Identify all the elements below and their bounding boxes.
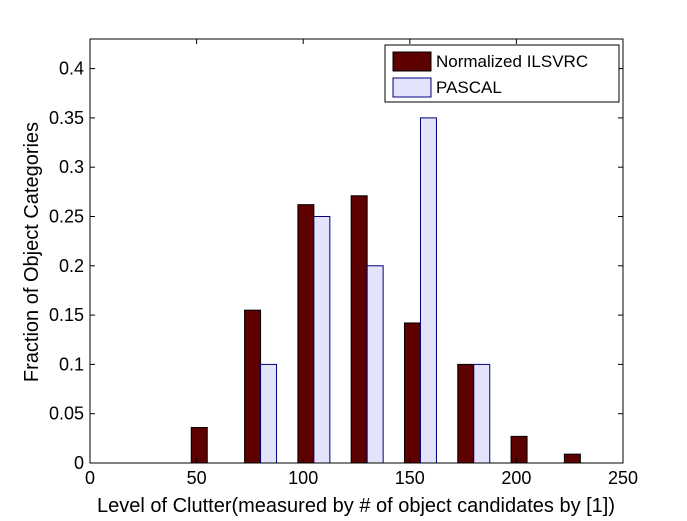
x-tick-label: 150 [395, 468, 425, 488]
x-tick-label: 100 [288, 468, 318, 488]
tick-labels-layer: 0 50 100 150 200 250 0 0.05 0.1 0.15 0.2 0.25 0.3 0.3… [49, 59, 638, 488]
plot-frame [89, 38, 624, 464]
x-tick-label: 50 [187, 468, 207, 488]
x-tick-label: 250 [608, 468, 638, 488]
bar-normalized-ilsvrc-2 [190, 427, 208, 464]
bar-pascal-4 [313, 215, 331, 464]
y-axis-label: Fraction of Object Categories [21, 122, 43, 382]
bar-normalized-ilsvrc-5 [350, 195, 368, 464]
bar-pascal-7 [473, 363, 491, 464]
bar-pascal-5 [366, 265, 384, 464]
y-tick-label: 0.2 [59, 256, 84, 276]
y-tick-label: 0.15 [49, 305, 84, 325]
bars-layer [190, 117, 581, 464]
legend-swatch-normalized-ilsvrc [392, 51, 432, 72]
bar-normalized-ilsvrc-8 [510, 435, 528, 464]
x-axis-label: Level of Clutter(measured by # of object… [97, 495, 615, 517]
bar-normalized-ilsvrc-7 [457, 363, 475, 464]
y-tick-label: 0 [74, 453, 84, 473]
legend-swatch-pascal [392, 77, 432, 98]
legend-label-pascal: PASCAL [436, 78, 502, 97]
legend: Normalized ILSVRC PASCAL [384, 44, 620, 103]
y-tick-label: 0.3 [59, 157, 84, 177]
x-tick-label: 0 [85, 468, 95, 488]
bar-normalized-ilsvrc-4 [297, 204, 315, 464]
legend-label-normalized-ilsvrc: Normalized ILSVRC [436, 52, 588, 71]
bar-normalized-ilsvrc-9 [563, 453, 581, 464]
y-tick-label: 0.25 [49, 206, 84, 226]
bar-pascal-3 [260, 363, 278, 464]
bar-normalized-ilsvrc-3 [244, 309, 262, 464]
y-tick-label: 0.1 [59, 354, 84, 374]
x-tick-label: 200 [501, 468, 531, 488]
y-tick-label: 0.05 [49, 404, 84, 424]
y-tick-label: 0.4 [59, 59, 84, 79]
bar-pascal-6 [419, 117, 437, 464]
ticks-layer [89, 39, 624, 464]
y-tick-label: 0.35 [49, 108, 84, 128]
bar-normalized-ilsvrc-6 [403, 322, 421, 464]
